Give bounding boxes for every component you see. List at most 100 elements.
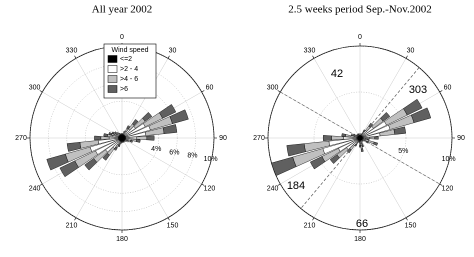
- angle-tick-label: 90: [457, 135, 465, 142]
- wind-segment: [359, 133, 361, 135]
- wind-segment: [84, 158, 98, 171]
- wind-segment: [357, 133, 360, 135]
- wind-segment: [159, 104, 177, 119]
- wind-segment: [94, 135, 102, 141]
- angle-tick: [201, 183, 205, 186]
- angle-tick: [312, 217, 315, 221]
- angle-grid-line: [121, 137, 169, 218]
- angle-tick-label: 150: [167, 222, 179, 229]
- legend-label: >4 - 6: [120, 76, 138, 83]
- wind-segment: [126, 125, 131, 130]
- wind-segment: [362, 129, 366, 133]
- wind-segment: [125, 140, 127, 143]
- wind-segment: [146, 135, 155, 141]
- wind-segment: [100, 136, 110, 140]
- wind-segment: [350, 133, 354, 137]
- radial-tick-label: 6%: [169, 149, 179, 156]
- angle-tick: [39, 183, 43, 186]
- wind-segment: [103, 133, 108, 137]
- angle-tick: [74, 55, 77, 59]
- wind-segment: [353, 133, 355, 136]
- angle-tick-label: 150: [405, 222, 417, 229]
- wind-segment: [66, 142, 82, 152]
- wind-segment: [136, 135, 148, 141]
- angle-tick-label: 60: [444, 84, 452, 91]
- angle-tick: [167, 217, 170, 221]
- wind-segment: [117, 144, 121, 148]
- wind-segment: [113, 146, 118, 151]
- wind-segment: [368, 136, 375, 140]
- wind-segment: [366, 138, 370, 141]
- angle-tick-label: 30: [407, 47, 415, 54]
- angle-tick-label: 210: [304, 222, 316, 229]
- wind-segment: [359, 145, 361, 148]
- legend-label: <=2: [120, 56, 132, 63]
- angle-tick: [439, 90, 443, 93]
- legend-swatch: [107, 75, 118, 83]
- wind-segment: [374, 136, 379, 140]
- wind-segment: [361, 144, 365, 148]
- angle-grid-line: [75, 58, 123, 139]
- sector-count: 66: [356, 218, 368, 230]
- legend-swatch: [107, 65, 118, 73]
- angle-tick-label: 180: [116, 236, 128, 243]
- angle-grid-line: [42, 91, 123, 139]
- wind-segment: [323, 135, 332, 141]
- wind-segment: [118, 132, 121, 135]
- wind-segment: [131, 119, 139, 126]
- angle-tick-label: 180: [354, 236, 366, 243]
- chart-title: All year 2002: [92, 4, 152, 16]
- wind-segment: [286, 143, 306, 157]
- wind-segment: [359, 135, 361, 139]
- wind-segment: [169, 109, 189, 124]
- wind-segment: [380, 112, 391, 122]
- angle-tick: [439, 183, 443, 186]
- angle-tick-label: 60: [206, 84, 214, 91]
- wind-segment: [142, 112, 153, 122]
- angle-grid-line: [313, 58, 361, 139]
- radial-tick-label: 10%: [442, 156, 456, 163]
- legend-title: Wind speed: [112, 47, 149, 54]
- angle-tick-label: 0: [120, 34, 124, 41]
- radial-grid-ring: [48, 64, 196, 212]
- angle-tick-label: 300: [267, 84, 279, 91]
- wind-segment: [130, 140, 133, 143]
- angle-tick-label: 30: [169, 47, 177, 54]
- wind-segment: [271, 156, 297, 176]
- wind-segment: [111, 131, 115, 135]
- angle-grid-line: [75, 137, 123, 218]
- radial-grid-ring: [267, 45, 453, 231]
- sector-count: 184: [287, 180, 305, 192]
- legend-swatch: [107, 55, 118, 63]
- angle-tick-label: 270: [15, 135, 27, 142]
- wind-segment: [59, 160, 79, 178]
- wind-segment: [359, 143, 361, 146]
- angle-tick-label: 330: [304, 47, 316, 54]
- angle-tick-label: 240: [267, 185, 279, 192]
- radial-grid-ring: [313, 91, 407, 185]
- wind-segment: [365, 140, 369, 144]
- angle-tick: [277, 90, 281, 93]
- legend-swatch: [107, 85, 118, 93]
- radial-tick-label: 8%: [187, 153, 197, 160]
- angle-tick: [201, 90, 205, 93]
- angle-tick: [405, 55, 408, 59]
- wind-segment: [368, 122, 374, 128]
- chart-title: 2.5 weeks period Sep.-Nov.2002: [288, 4, 431, 16]
- wind-segment: [403, 98, 423, 116]
- wind-segment: [341, 133, 346, 137]
- angle-tick: [312, 55, 315, 59]
- sector-count: 42: [331, 68, 343, 80]
- legend-label: >2 - 4: [120, 66, 138, 73]
- wind-segment: [331, 135, 344, 141]
- wind-segment: [102, 152, 110, 161]
- angle-tick-label: 120: [204, 185, 216, 192]
- angle-tick: [74, 217, 77, 221]
- wind-segment: [329, 154, 340, 164]
- legend-label: >6: [120, 86, 128, 93]
- angle-tick-label: 330: [66, 47, 78, 54]
- wind-segment: [136, 139, 141, 143]
- wind-segment: [361, 140, 364, 143]
- wind-segment: [373, 141, 378, 146]
